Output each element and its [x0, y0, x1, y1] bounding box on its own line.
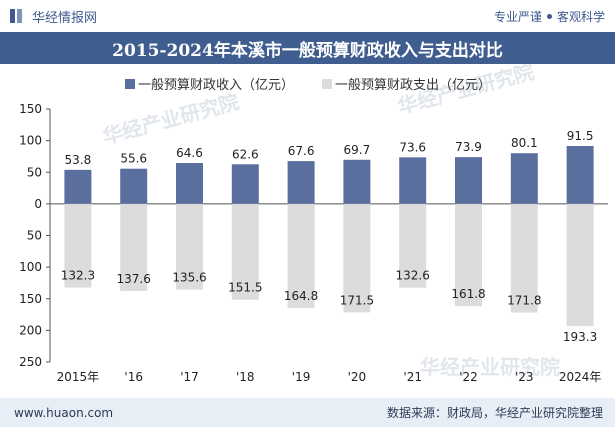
expense-bar — [455, 203, 482, 307]
legend-label: 一般预算财政收入（亿元） — [138, 77, 294, 93]
y-tick-label: 100 — [19, 260, 42, 274]
y-tick-label: 0 — [34, 197, 42, 211]
x-category-label: '19 — [292, 370, 311, 384]
income-value-label: 62.6 — [232, 147, 259, 161]
income-bar — [231, 164, 259, 204]
y-tick-label: 150 — [19, 102, 42, 116]
income-bar — [455, 157, 482, 204]
legend-swatch — [125, 79, 135, 89]
expense-value-label: 193.3 — [563, 330, 597, 344]
dot-icon — [546, 13, 552, 19]
income-value-label: 67.6 — [288, 144, 315, 158]
tagline-b: 客观科学 — [556, 9, 605, 24]
expense-bar — [120, 203, 148, 291]
income-value-label: 73.9 — [455, 140, 482, 154]
expense-value-label: 132.6 — [396, 269, 430, 283]
legend-label: 一般预算财政支出（亿元） — [335, 77, 491, 93]
y-tick-label: 100 — [19, 134, 42, 148]
expense-bar — [399, 203, 427, 288]
brand-logo-icon — [10, 8, 26, 24]
brand: 华经情报网 — [10, 7, 97, 26]
tagline-a: 专业严谨 — [493, 9, 542, 24]
y-tick-label: 50 — [27, 229, 42, 243]
y-tick-label: 150 — [19, 292, 42, 306]
expense-value-label: 161.8 — [451, 287, 485, 301]
x-category-label: 2015年 — [57, 370, 100, 384]
watermark-text: 华经产业研究院 — [420, 355, 560, 379]
income-bar — [343, 159, 371, 204]
x-category-label: '20 — [348, 370, 367, 384]
income-bar — [176, 163, 203, 204]
footer-website: www.huaon.com — [14, 405, 114, 420]
expense-bar — [343, 203, 371, 313]
expense-bar — [287, 203, 315, 309]
income-bar — [510, 153, 538, 204]
tagline: 专业严谨 客观科学 — [494, 8, 605, 25]
expense-bar — [64, 203, 92, 288]
income-bar — [120, 168, 148, 204]
income-bar — [566, 146, 594, 204]
x-category-label: '17 — [180, 370, 199, 384]
footer-source: 数据来源：财政局，华经产业研究院整理 — [386, 406, 603, 420]
expense-bar — [176, 203, 203, 290]
expense-bar — [510, 203, 538, 313]
income-value-label: 64.6 — [176, 146, 203, 160]
x-category-label: '22 — [459, 370, 478, 384]
y-tick-label: 50 — [27, 165, 42, 179]
income-bar — [287, 161, 315, 204]
expense-value-label: 171.8 — [507, 294, 541, 308]
brand-name: 华经情报网 — [32, 10, 98, 26]
expense-bar — [566, 203, 594, 327]
chart-title: 2015-2024年本溪市一般预算财政收入与支出对比 — [0, 32, 615, 64]
legend-swatch — [322, 79, 332, 89]
expense-value-label: 171.5 — [340, 293, 374, 307]
income-bar — [399, 157, 427, 204]
expense-value-label: 132.3 — [61, 269, 95, 283]
x-category-label: 2024年 — [559, 370, 602, 384]
expense-value-label: 151.5 — [228, 281, 262, 295]
expense-value-label: 164.8 — [284, 289, 318, 303]
expense-value-label: 135.6 — [172, 271, 206, 285]
income-value-label: 73.6 — [399, 140, 426, 154]
x-category-label: '16 — [124, 370, 143, 384]
income-value-label: 55.6 — [120, 152, 147, 166]
watermark-text: 华经产业研究院 — [100, 89, 241, 148]
y-tick-label: 200 — [19, 323, 42, 337]
x-category-label: '23 — [515, 370, 534, 384]
income-value-label: 69.7 — [344, 143, 371, 157]
top-bar: 华经情报网 专业严谨 客观科学 — [0, 0, 615, 32]
income-value-label: 80.1 — [511, 136, 538, 150]
income-bar — [64, 169, 92, 204]
x-category-label: '21 — [403, 370, 422, 384]
y-tick-label: 250 — [19, 355, 42, 369]
footer: www.huaon.com 数据来源：财政局，华经产业研究院整理 — [0, 398, 615, 427]
x-category-label: '18 — [236, 370, 255, 384]
income-value-label: 91.5 — [567, 129, 594, 143]
expense-bar — [231, 203, 259, 300]
expense-value-label: 137.6 — [117, 272, 151, 286]
income-value-label: 53.8 — [65, 153, 92, 167]
